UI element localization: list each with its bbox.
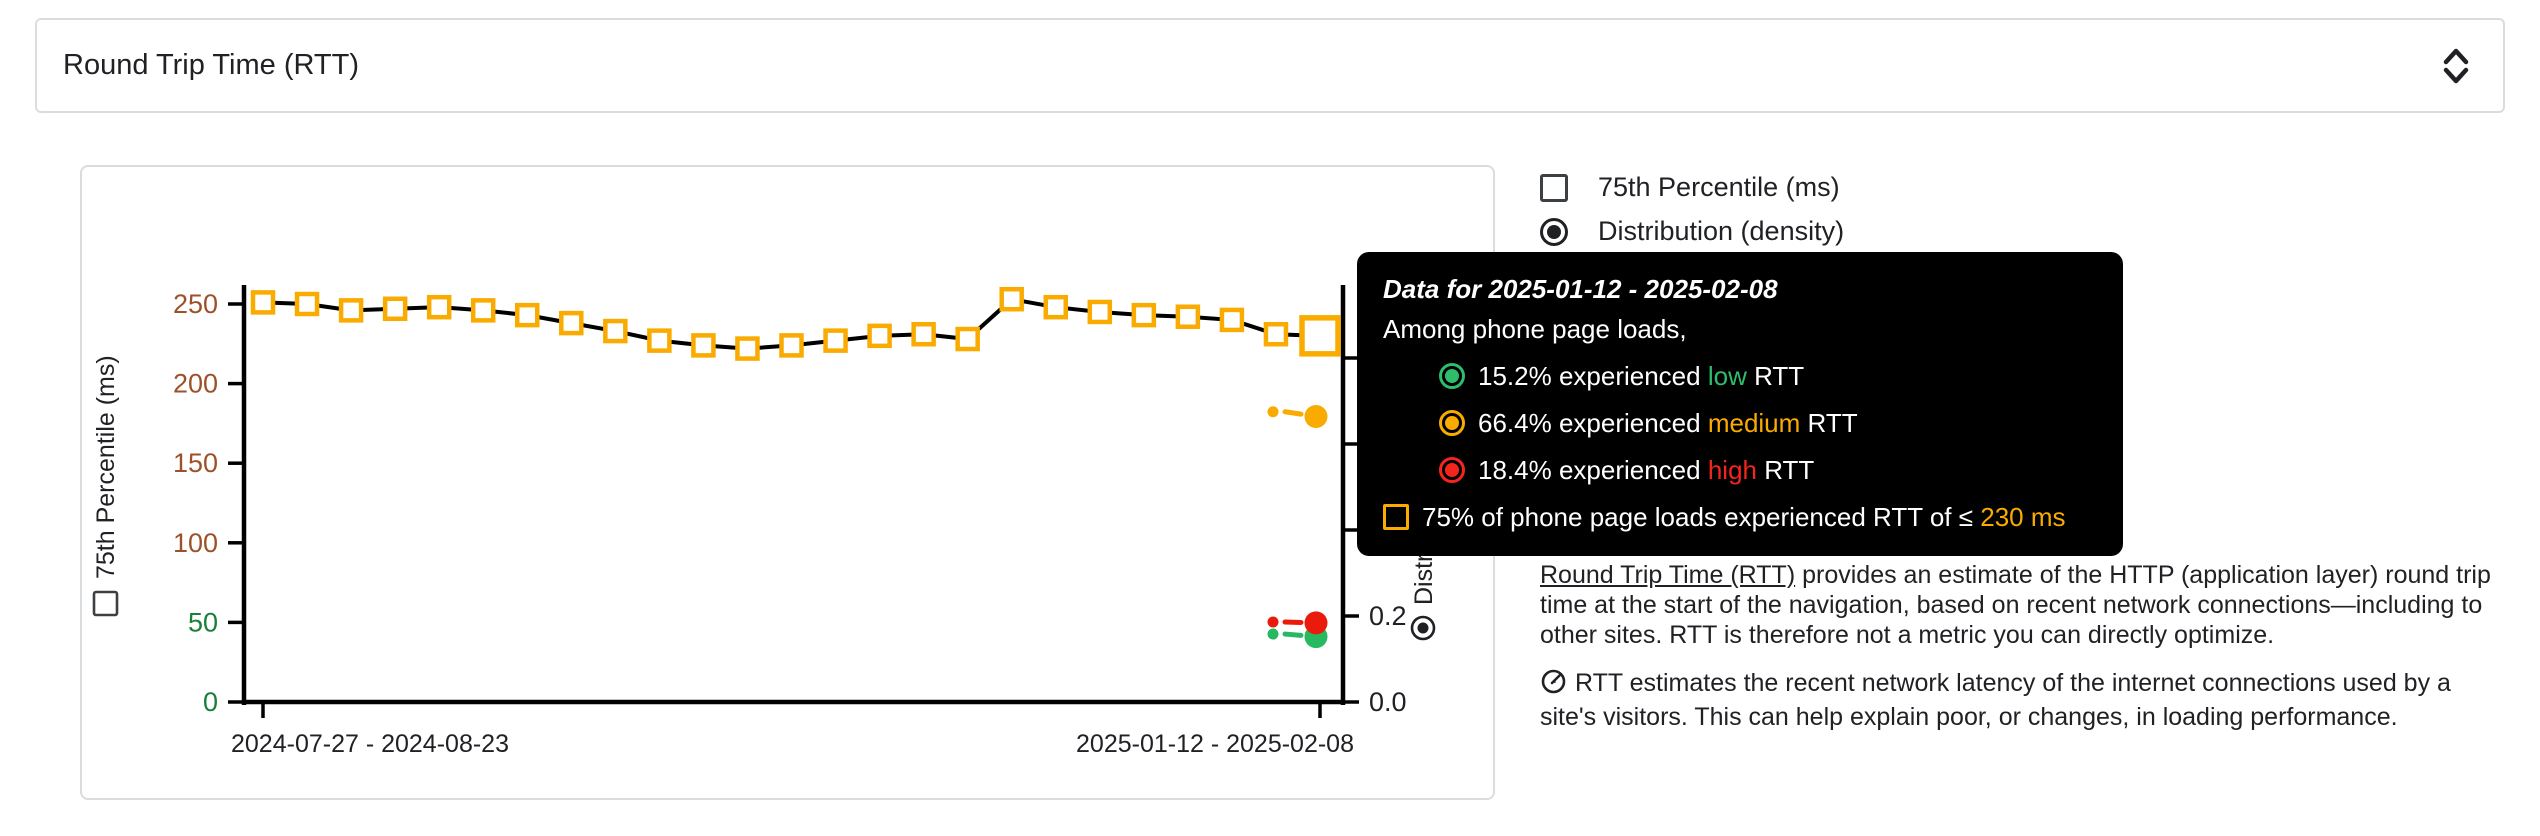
point-marker-20[interactable] — [1131, 302, 1157, 328]
metric-select[interactable]: Round Trip Time (RTT) — [35, 18, 2505, 113]
point-marker-22[interactable] — [1219, 307, 1245, 333]
tooltip-subtitle: Among phone page loads, — [1383, 314, 1687, 344]
point-marker-15[interactable] — [911, 321, 936, 347]
point-marker-21[interactable] — [1175, 304, 1201, 329]
point-marker-2[interactable] — [338, 298, 364, 323]
distribution-radio-label: Distribution (density) — [1598, 216, 1845, 246]
percentile-series[interactable] — [250, 286, 1341, 361]
medium-rtt-dot-icon — [1439, 410, 1465, 436]
tooltip-row-high: 18.4% experienced high RTT — [1383, 455, 2097, 485]
chart-legend: 75th Percentile (ms) Distribution (densi… — [1540, 172, 1844, 247]
tooltip-title: Data for 2025-01-12 - 2025-02-08 — [1383, 274, 1778, 304]
selected-point-marker[interactable] — [1299, 315, 1341, 357]
svg-text:75th Percentile (ms): 75th Percentile (ms) — [92, 355, 120, 579]
description-p1-text: provides an estimate of the HTTP (applic… — [1540, 561, 2491, 649]
legend-row-percentile[interactable]: 75th Percentile (ms) — [1540, 172, 1844, 203]
svg-text:0.2: 0.2 — [1369, 601, 1407, 631]
point-marker-11[interactable] — [735, 336, 760, 361]
percentile-checkbox-label: 75th Percentile (ms) — [1598, 172, 1840, 202]
svg-text:0: 0 — [203, 687, 218, 717]
rtt-chart[interactable]: 0501001502002500.00.20.40.60.82024-07-27… — [82, 167, 1493, 798]
rtt-doc-link[interactable]: Round Trip Time (RTT) — [1540, 561, 1796, 589]
unfold-more-icon — [2439, 43, 2473, 89]
description-p2-text: RTT estimates the recent network latency… — [1540, 669, 2451, 731]
svg-text:2025-01-12 - 2025-02-08: 2025-01-12 - 2025-02-08 — [1076, 730, 1354, 758]
point-marker-3[interactable] — [382, 296, 408, 322]
point-marker-8[interactable] — [603, 318, 628, 344]
description-paragraph-2: RTT estimates the recent network latency… — [1540, 668, 2500, 732]
point-marker-6[interactable] — [515, 302, 540, 328]
chart-tooltip: Data for 2025-01-12 - 2025-02-08 Among p… — [1357, 252, 2123, 556]
point-marker-23[interactable] — [1263, 321, 1289, 347]
tooltip-row-percentile: 75% of phone page loads experienced RTT … — [1383, 502, 2097, 532]
point-marker-16[interactable] — [955, 326, 980, 352]
svg-text:50: 50 — [188, 607, 218, 637]
distribution-medium-rtt[interactable] — [1267, 404, 1328, 428]
radio-dot — [1547, 224, 1561, 239]
distribution-series[interactable] — [1267, 404, 1328, 649]
point-marker-5[interactable] — [470, 298, 496, 323]
left-axis-title: 75th Percentile (ms) — [92, 355, 120, 617]
svg-text:2024-07-27 - 2024-08-23: 2024-07-27 - 2024-08-23 — [231, 730, 509, 758]
percentile-square-icon — [1383, 504, 1409, 530]
metric-description: Round Trip Time (RTT) provides an estima… — [1540, 560, 2500, 732]
svg-text:0.0: 0.0 — [1369, 687, 1407, 717]
high-rtt-dot-icon — [1439, 457, 1465, 483]
description-paragraph-1: Round Trip Time (RTT) provides an estima… — [1540, 560, 2500, 650]
point-marker-12[interactable] — [779, 333, 804, 358]
rtt-chart-card: 0501001502002500.00.20.40.60.82024-07-27… — [80, 165, 1495, 800]
gauge-icon — [1540, 668, 1567, 702]
tooltip-row-low: 15.2% experienced low RTT — [1383, 361, 2097, 391]
distribution-high-rtt[interactable] — [1267, 611, 1328, 635]
point-marker-4[interactable] — [426, 294, 452, 320]
point-marker-18[interactable] — [1043, 294, 1068, 320]
point-marker-14[interactable] — [867, 323, 892, 349]
legend-row-distribution[interactable]: Distribution (density) — [1540, 216, 1844, 247]
low-rtt-dot-icon — [1439, 363, 1465, 389]
svg-text:250: 250 — [173, 289, 218, 319]
svg-text:200: 200 — [173, 369, 218, 399]
tooltip-row-medium: 66.4% experienced medium RTT — [1383, 408, 2097, 438]
distribution-radio[interactable] — [1540, 217, 1568, 246]
percentile-checkbox[interactable] — [1540, 173, 1568, 202]
point-marker-17[interactable] — [999, 286, 1024, 312]
point-marker-7[interactable] — [559, 310, 584, 336]
point-marker-10[interactable] — [691, 333, 716, 358]
point-marker-1[interactable] — [294, 291, 320, 317]
point-marker-13[interactable] — [823, 328, 848, 353]
metric-select-value: Round Trip Time (RTT) — [63, 49, 359, 81]
svg-text:150: 150 — [173, 448, 218, 478]
point-marker-0[interactable] — [250, 290, 276, 315]
svg-text:100: 100 — [173, 528, 218, 558]
point-marker-19[interactable] — [1087, 299, 1113, 325]
point-marker-9[interactable] — [647, 328, 672, 353]
